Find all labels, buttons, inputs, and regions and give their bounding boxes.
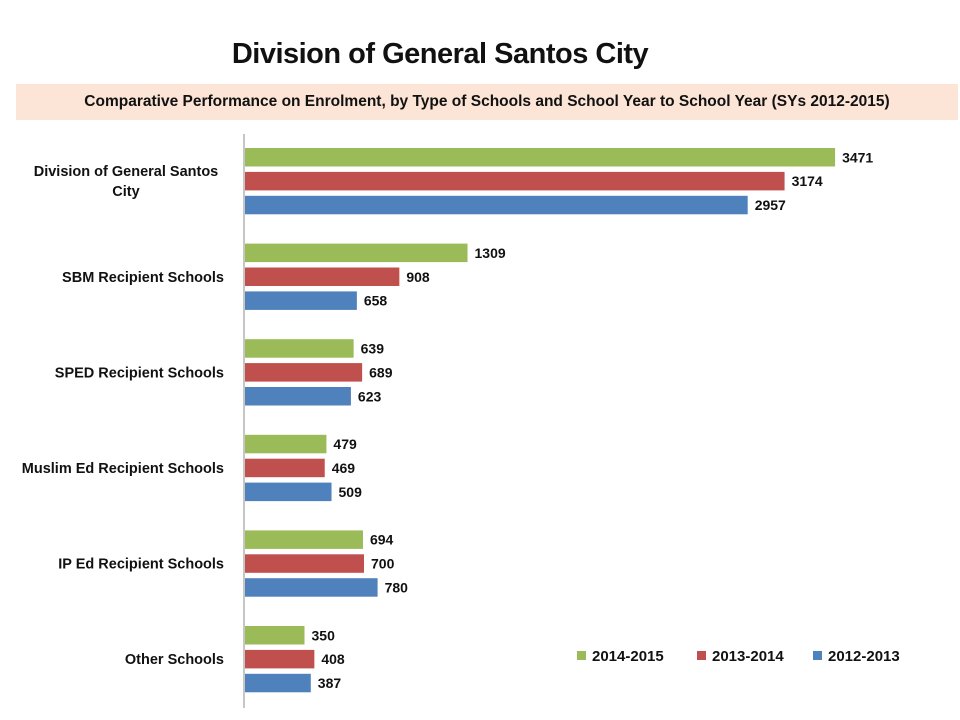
data-label: 1309 <box>475 245 506 261</box>
bar-2012-2013-5 <box>245 673 311 693</box>
bar-2014-2015-4 <box>245 530 363 549</box>
data-label: 408 <box>321 651 345 667</box>
legend-entry: 2013-2014 <box>712 648 784 665</box>
data-label: 700 <box>371 556 395 572</box>
legend-entry: 2014-2015 <box>592 648 664 665</box>
bars-group: 3471 3174 2957 1309 908 658 639 689 623 479 469 509… <box>245 148 873 693</box>
bar-2014-2015-0 <box>245 148 836 167</box>
data-label: 658 <box>364 293 388 309</box>
data-label: 350 <box>312 627 336 643</box>
subtitle-banner: Comparative Performance on Enrolment, by… <box>16 84 958 120</box>
category-label: SBM Recipient Schools <box>62 270 224 286</box>
bar-2014-2015-3 <box>245 434 327 454</box>
bar-2013-2014-4 <box>245 554 364 573</box>
bar-2013-2014-3 <box>245 458 325 478</box>
category-labels: Division of General Santos City SBM Recipi… <box>22 164 224 668</box>
data-label: 780 <box>385 579 409 595</box>
legend-entry: 2012-2013 <box>828 648 900 665</box>
bar-2013-2014-1 <box>245 267 400 286</box>
bar-2013-2014-5 <box>245 649 315 669</box>
legend: 2014-2015 2013-2014 2012-2013 <box>577 648 900 665</box>
bar-2014-2015-5 <box>245 626 305 645</box>
bar-2012-2013-4 <box>245 578 378 597</box>
data-label: 479 <box>333 436 357 452</box>
data-label: 908 <box>406 269 430 285</box>
bar-2014-2015-1 <box>245 243 468 263</box>
bar-2013-2014-2 <box>245 363 363 382</box>
bar-2012-2013-0 <box>245 195 748 215</box>
data-label: 689 <box>369 364 393 380</box>
data-label: 3471 <box>842 149 873 165</box>
data-label: 639 <box>361 340 385 356</box>
category-label: Division of General Santos City <box>34 164 219 200</box>
data-label: 469 <box>332 460 356 476</box>
legend-swatch <box>697 651 706 660</box>
chart-subtitle: Comparative Performance on Enrolment, by… <box>84 93 890 110</box>
data-label: 3174 <box>792 173 823 189</box>
data-label: 387 <box>318 675 342 691</box>
data-label: 623 <box>358 388 382 404</box>
bar-2012-2013-1 <box>245 291 357 310</box>
data-label: 694 <box>370 532 394 548</box>
bar-2014-2015-2 <box>245 339 354 358</box>
chart-title: Division of General Santos City <box>231 38 649 70</box>
category-label: IP Ed Recipient Schools <box>58 557 224 573</box>
category-label: Other Schools <box>125 652 224 668</box>
bar-2012-2013-2 <box>245 387 351 406</box>
legend-swatch <box>577 651 586 660</box>
bar-2013-2014-0 <box>245 171 785 191</box>
data-label: 509 <box>339 484 363 500</box>
category-label: SPED Recipient Schools <box>55 365 224 381</box>
data-label: 2957 <box>755 197 786 213</box>
category-label: Muslim Ed Recipient Schools <box>22 461 224 477</box>
legend-swatch <box>813 651 822 660</box>
bar-2012-2013-3 <box>245 482 332 502</box>
